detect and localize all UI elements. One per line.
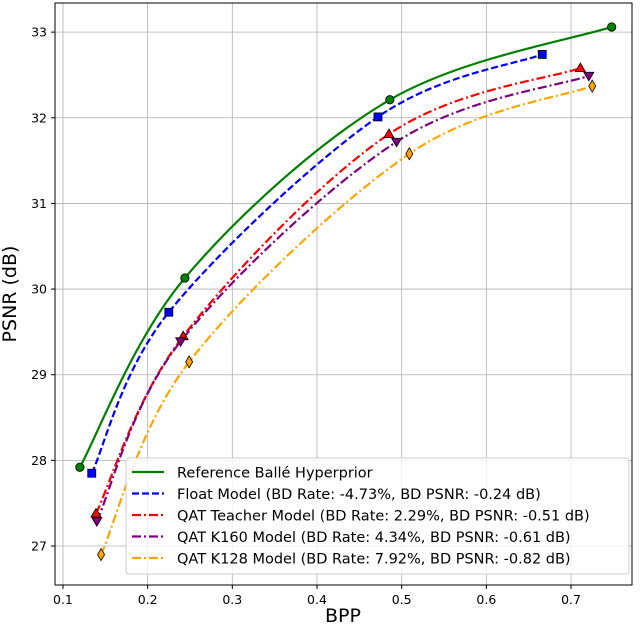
markers [75,22,617,562]
y-tick-label: 27 [31,539,47,554]
legend-label: QAT K128 Model (BD Rate: 7.92%, BD PSNR:… [177,552,571,568]
data-point [588,79,597,93]
data-point [90,507,102,518]
y-axis-label: PSNR (dB) [0,246,21,343]
series-line [95,74,590,522]
data-point [583,71,595,82]
x-tick-label: 0.2 [138,592,158,607]
y-ticks: 27 28 29 30 31 32 33 [31,25,55,554]
data-point [185,355,194,369]
series-line [100,85,593,556]
legend-label: QAT Teacher Model (BD Rate: 2.29%, BD PS… [177,509,590,525]
legend-box [125,457,630,575]
y-tick-label: 30 [31,282,47,297]
y-tick-label: 33 [31,25,47,40]
legend: Reference Ballé Hyperprior Float Model (B… [125,457,630,575]
legend-label: Float Model (BD Rate: -4.73%, BD PSNR: -… [177,487,541,503]
data-point [607,22,617,32]
data-point [373,112,383,122]
y-tick-label: 28 [31,453,47,468]
data-point [390,137,403,148]
data-point [385,95,395,105]
legend-label: Reference Ballé Hyperprior [177,466,373,482]
y-tick-label: 31 [31,196,47,211]
data-point [574,62,587,72]
x-axis-label: BPP [325,605,361,625]
grid [55,3,632,585]
x-tick-label: 0.7 [561,592,581,607]
series-line [94,67,581,514]
x-ticks: 0.1 0.2 0.3 0.4 0.5 0.6 0.7 [53,585,581,607]
data-point [383,128,395,138]
data-point [164,307,174,317]
data-point [97,547,106,562]
x-tick-label: 0.6 [476,592,496,607]
data-point [174,337,187,348]
data-point [537,49,547,59]
x-tick-label: 0.4 [307,592,327,607]
data-point [75,462,85,472]
x-tick-label: 0.3 [222,592,242,607]
data-point [91,517,103,527]
series-line [78,25,613,468]
data-point [180,273,190,283]
y-tick-label: 32 [31,110,47,125]
legend-label: QAT K160 Model (BD Rate: 4.34%, BD PSNR:… [177,530,571,546]
data-point [87,468,97,478]
x-tick-label: 0.5 [392,592,412,607]
series-line [90,53,543,474]
y-tick-label: 29 [31,367,47,382]
x-tick-label: 0.1 [53,592,73,607]
plot-frame [54,2,633,586]
data-point [405,146,414,161]
curves [78,25,613,556]
